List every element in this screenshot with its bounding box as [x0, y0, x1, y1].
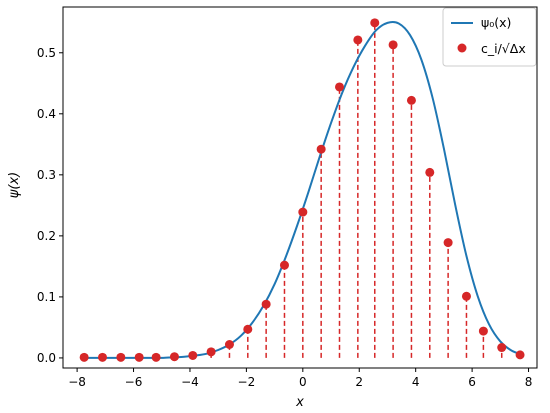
legend-label-points: c_i/√Δx	[481, 41, 526, 56]
sample-point	[169, 352, 179, 362]
sample-point	[425, 167, 435, 177]
sample-point	[515, 350, 525, 360]
sample-point	[478, 326, 488, 336]
legend-dot-swatch	[457, 43, 467, 53]
sample-point	[370, 18, 380, 28]
sample-point	[116, 352, 126, 362]
plot-area	[79, 18, 525, 362]
x-tick-label: −8	[68, 375, 86, 389]
sample-point	[151, 352, 161, 362]
x-tick-label: −6	[125, 375, 143, 389]
y-tick-label: 0.4	[37, 107, 56, 121]
x-tick-label: −2	[238, 375, 256, 389]
sample-point	[443, 238, 453, 248]
sample-point	[188, 350, 198, 360]
sample-point	[206, 347, 216, 357]
y-axis-label: ψ(x)	[7, 172, 22, 198]
x-tick-label: 2	[355, 375, 363, 389]
sample-point	[353, 35, 363, 45]
tick-marks: −8 −6 −4 −2 0 2 4 6 8 0.0 0.1 0.2 0.3 0.4 0.5	[37, 46, 532, 389]
x-tick-label: 6	[468, 375, 476, 389]
axes-border	[62, 6, 538, 369]
sample-point	[79, 352, 89, 362]
y-tick-label: 0.3	[37, 168, 56, 182]
sample-point	[316, 144, 326, 154]
sample-point	[279, 260, 289, 270]
sample-point	[261, 299, 271, 309]
y-tick-label: 0.1	[37, 290, 56, 304]
sample-point	[224, 340, 234, 350]
sample-point	[335, 82, 344, 92]
legend-label-curve: ψ₀(x)	[481, 15, 511, 30]
sample-point	[298, 207, 308, 217]
y-tick-label: 0.2	[37, 229, 56, 243]
axes-frame	[62, 6, 538, 369]
sample-point	[388, 40, 398, 50]
x-tick-label: 4	[412, 375, 420, 389]
x-tick-label: 0	[299, 375, 307, 389]
sample-point	[406, 95, 416, 105]
x-axis-label: x	[295, 395, 304, 410]
y-tick-label: 0.5	[37, 46, 56, 60]
x-tick-label: 8	[525, 375, 533, 389]
legend: ψ₀(x) c_i/√Δx	[442, 7, 537, 67]
x-tick-label: −4	[181, 375, 199, 389]
sample-point	[243, 324, 253, 334]
sample-point	[98, 352, 107, 362]
y-tick-label: 0.0	[37, 351, 56, 365]
sample-point	[134, 352, 144, 362]
sample-point	[461, 291, 471, 301]
sample-point	[497, 343, 507, 353]
